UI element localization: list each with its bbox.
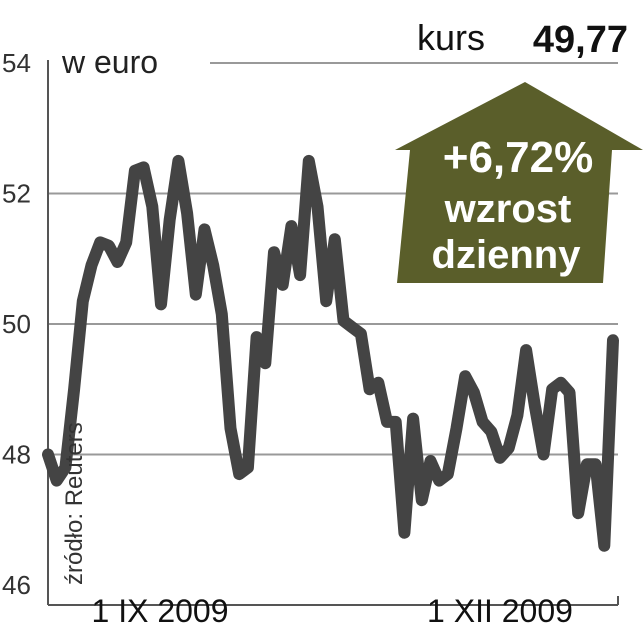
y-tick-label: 46 [2,570,31,600]
y-tick-label: 50 [2,309,31,339]
y-tick-label: 48 [2,440,31,470]
up-arrow-icon [395,82,643,283]
change-percent: +6,72% [443,133,593,182]
badge-line2: dzienny [432,233,582,277]
x-tick-label: 1 IX 2009 [92,593,229,629]
kurs-value: 49,77 [533,19,628,61]
kurs-label: kurs [417,17,485,58]
y-tick-label: 52 [2,179,31,209]
series-line [42,154,619,552]
source-label: źródło: Reuters [61,422,88,585]
x-tick-label: 1 XII 2009 [427,593,573,629]
y-tick-label: 54 [2,48,31,78]
badge-line1: wzrost [444,187,572,231]
unit-label: w euro [61,44,158,80]
